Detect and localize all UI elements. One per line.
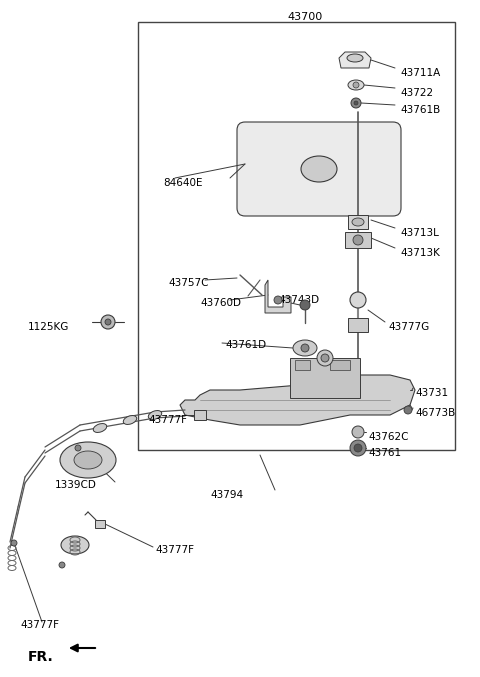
Ellipse shape: [352, 218, 364, 226]
Circle shape: [105, 319, 111, 325]
Circle shape: [75, 445, 81, 451]
Circle shape: [301, 344, 309, 352]
Circle shape: [274, 296, 282, 304]
Circle shape: [404, 406, 412, 414]
Circle shape: [321, 354, 329, 362]
Ellipse shape: [301, 156, 337, 182]
Circle shape: [353, 82, 359, 88]
Ellipse shape: [74, 451, 102, 469]
Circle shape: [350, 292, 366, 308]
Circle shape: [317, 350, 333, 366]
Text: 43713L: 43713L: [400, 228, 439, 238]
Text: 43743D: 43743D: [278, 295, 319, 305]
Text: 43731: 43731: [415, 388, 448, 398]
Circle shape: [101, 315, 115, 329]
Bar: [138, 22, 455, 450]
Text: 1125KG: 1125KG: [28, 322, 70, 332]
Text: 84640E: 84640E: [163, 178, 203, 188]
Circle shape: [350, 440, 366, 456]
Circle shape: [352, 426, 364, 438]
Bar: [345, 232, 371, 248]
Ellipse shape: [348, 80, 364, 90]
Polygon shape: [180, 375, 415, 425]
Text: 43794: 43794: [210, 490, 243, 500]
Ellipse shape: [148, 410, 162, 420]
Ellipse shape: [93, 424, 107, 433]
Text: 43761B: 43761B: [400, 105, 440, 115]
Ellipse shape: [60, 442, 116, 478]
Ellipse shape: [61, 536, 89, 554]
Ellipse shape: [347, 54, 363, 62]
FancyBboxPatch shape: [237, 122, 401, 216]
Text: 43777G: 43777G: [388, 322, 429, 332]
Text: 1339CD: 1339CD: [55, 480, 97, 490]
Polygon shape: [339, 52, 371, 68]
Text: 43760D: 43760D: [200, 298, 241, 308]
Ellipse shape: [293, 340, 317, 356]
Bar: [95, 520, 105, 528]
Bar: [348, 318, 368, 332]
Text: 43722: 43722: [400, 88, 433, 98]
Text: 43761: 43761: [368, 448, 401, 458]
Circle shape: [353, 235, 363, 245]
Text: 43700: 43700: [288, 12, 323, 22]
Bar: [330, 360, 350, 370]
Ellipse shape: [123, 416, 137, 424]
Text: 43777F: 43777F: [20, 620, 59, 630]
Text: 43777F: 43777F: [148, 415, 187, 425]
Circle shape: [351, 98, 361, 108]
Text: 43711A: 43711A: [400, 68, 440, 78]
Circle shape: [11, 540, 17, 546]
Bar: [295, 360, 310, 370]
Text: 43762C: 43762C: [368, 432, 408, 442]
Bar: [194, 410, 206, 420]
Bar: [290, 358, 360, 398]
Text: 43761D: 43761D: [225, 340, 266, 350]
Text: 46773B: 46773B: [415, 408, 455, 418]
Circle shape: [59, 562, 65, 568]
Text: 43777F: 43777F: [155, 545, 194, 555]
Text: FR.: FR.: [28, 650, 54, 664]
Text: 43757C: 43757C: [168, 278, 208, 288]
Text: 43713K: 43713K: [400, 248, 440, 258]
Circle shape: [354, 444, 362, 452]
Polygon shape: [265, 280, 291, 313]
Circle shape: [354, 101, 358, 105]
Circle shape: [300, 300, 310, 310]
Bar: [348, 215, 368, 229]
